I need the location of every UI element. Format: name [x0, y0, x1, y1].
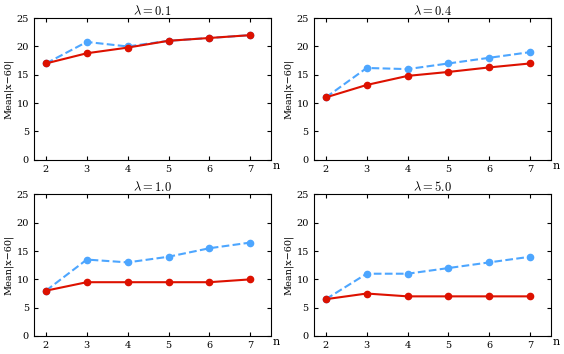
Y-axis label: Mean|x−60|: Mean|x−60|: [4, 235, 14, 295]
Text: n: n: [553, 337, 560, 347]
Text: n: n: [553, 161, 560, 171]
Text: n: n: [273, 337, 280, 347]
Title: $\lambda = 0.1$: $\lambda = 0.1$: [133, 4, 171, 18]
Y-axis label: Mean|x−60|: Mean|x−60|: [284, 235, 294, 295]
Y-axis label: Mean|x−60|: Mean|x−60|: [284, 59, 294, 119]
Title: $\lambda = 5.0$: $\lambda = 5.0$: [413, 181, 452, 194]
Y-axis label: Mean|x−60|: Mean|x−60|: [4, 59, 14, 119]
Title: $\lambda = 1.0$: $\lambda = 1.0$: [133, 181, 171, 194]
Title: $\lambda = 0.4$: $\lambda = 0.4$: [413, 4, 452, 18]
Text: n: n: [273, 161, 280, 171]
